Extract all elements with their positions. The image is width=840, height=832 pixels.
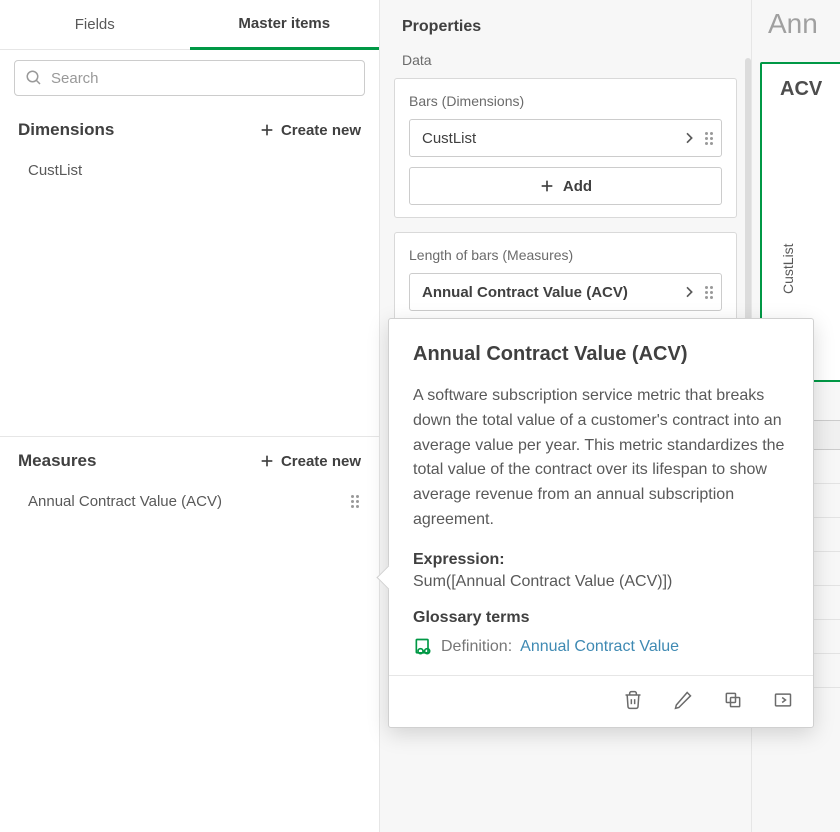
glossary-row: Definition: Annual Contract Value xyxy=(413,637,789,657)
measures-list: Annual Contract Value (ACV) xyxy=(0,481,379,522)
copy-icon xyxy=(723,690,743,710)
edit-button[interactable] xyxy=(673,690,693,713)
delete-button[interactable] xyxy=(623,690,643,713)
length-label: Length of bars (Measures) xyxy=(409,247,722,263)
drag-handle-icon[interactable] xyxy=(351,495,359,508)
plus-icon xyxy=(259,122,275,138)
measures-section: Measures Create new Annual Contract Valu… xyxy=(0,436,379,832)
pill-text: Annual Contract Value (ACV) xyxy=(422,284,681,301)
preview-icon xyxy=(773,690,793,710)
expression-value: Sum([Annual Contract Value (ACV)]) xyxy=(413,573,789,591)
glossary-label: Glossary terms xyxy=(413,609,789,627)
add-dimension-button[interactable]: Add xyxy=(409,167,722,205)
list-item[interactable]: Annual Contract Value (ACV) xyxy=(0,481,379,522)
glossary-icon xyxy=(413,637,433,657)
dimensions-header: Dimensions Create new xyxy=(0,106,379,150)
chevron-right-icon[interactable] xyxy=(681,284,697,300)
search-box[interactable] xyxy=(14,60,365,96)
plus-icon xyxy=(539,178,555,194)
pencil-icon xyxy=(673,690,693,710)
list-item-label: Annual Contract Value (ACV) xyxy=(28,493,222,510)
tab-master-items[interactable]: Master items xyxy=(190,0,380,50)
create-new-label: Create new xyxy=(281,122,361,139)
expression-label: Expression: xyxy=(413,551,789,569)
list-item-label: CustList xyxy=(28,162,82,179)
tab-fields[interactable]: Fields xyxy=(0,0,190,50)
preview-button[interactable] xyxy=(773,690,793,713)
sheet-title-fragment: Ann xyxy=(768,8,818,40)
trash-icon xyxy=(623,690,643,710)
dimensions-title: Dimensions xyxy=(18,120,114,140)
chart-title: ACV xyxy=(762,64,840,115)
plus-icon xyxy=(259,453,275,469)
drag-handle-icon[interactable] xyxy=(705,132,713,145)
chart-y-axis-label: CustList xyxy=(780,243,796,294)
popover-footer xyxy=(389,675,813,727)
bars-card: Bars (Dimensions) CustList Add xyxy=(394,78,737,218)
measure-detail-popover: Annual Contract Value (ACV) A software s… xyxy=(388,318,814,728)
list-item[interactable]: CustList xyxy=(0,150,379,191)
search-icon xyxy=(25,69,43,87)
measures-header: Measures Create new xyxy=(0,437,379,481)
search-input[interactable] xyxy=(51,70,354,87)
bars-dimension-pill[interactable]: CustList xyxy=(409,119,722,157)
length-measure-pill[interactable]: Annual Contract Value (ACV) xyxy=(409,273,722,311)
popover-title: Annual Contract Value (ACV) xyxy=(413,343,789,366)
add-label: Add xyxy=(563,178,592,195)
definition-link[interactable]: Annual Contract Value xyxy=(520,638,679,656)
properties-title: Properties xyxy=(380,0,751,44)
dimensions-list: CustList xyxy=(0,150,379,191)
dimensions-section: Dimensions Create new CustList xyxy=(0,106,379,436)
measures-title: Measures xyxy=(18,451,96,471)
drag-handle-icon[interactable] xyxy=(705,286,713,299)
app-root: Fields Master items Dimensions Create ne… xyxy=(0,0,840,832)
search-container xyxy=(0,50,379,106)
measures-create-new[interactable]: Create new xyxy=(259,453,361,470)
pill-text: CustList xyxy=(422,130,681,147)
length-card: Length of bars (Measures) Annual Contrac… xyxy=(394,232,737,326)
popover-description: A software subscription service metric t… xyxy=(413,384,789,533)
dimensions-create-new[interactable]: Create new xyxy=(259,122,361,139)
popover-body: Annual Contract Value (ACV) A software s… xyxy=(389,319,813,675)
chevron-right-icon[interactable] xyxy=(681,130,697,146)
bars-label: Bars (Dimensions) xyxy=(409,93,722,109)
assets-panel: Fields Master items Dimensions Create ne… xyxy=(0,0,380,832)
properties-section-data[interactable]: Data xyxy=(380,44,751,78)
definition-label: Definition: xyxy=(441,638,512,656)
duplicate-button[interactable] xyxy=(723,690,743,713)
create-new-label: Create new xyxy=(281,453,361,470)
assets-tabs: Fields Master items xyxy=(0,0,379,50)
